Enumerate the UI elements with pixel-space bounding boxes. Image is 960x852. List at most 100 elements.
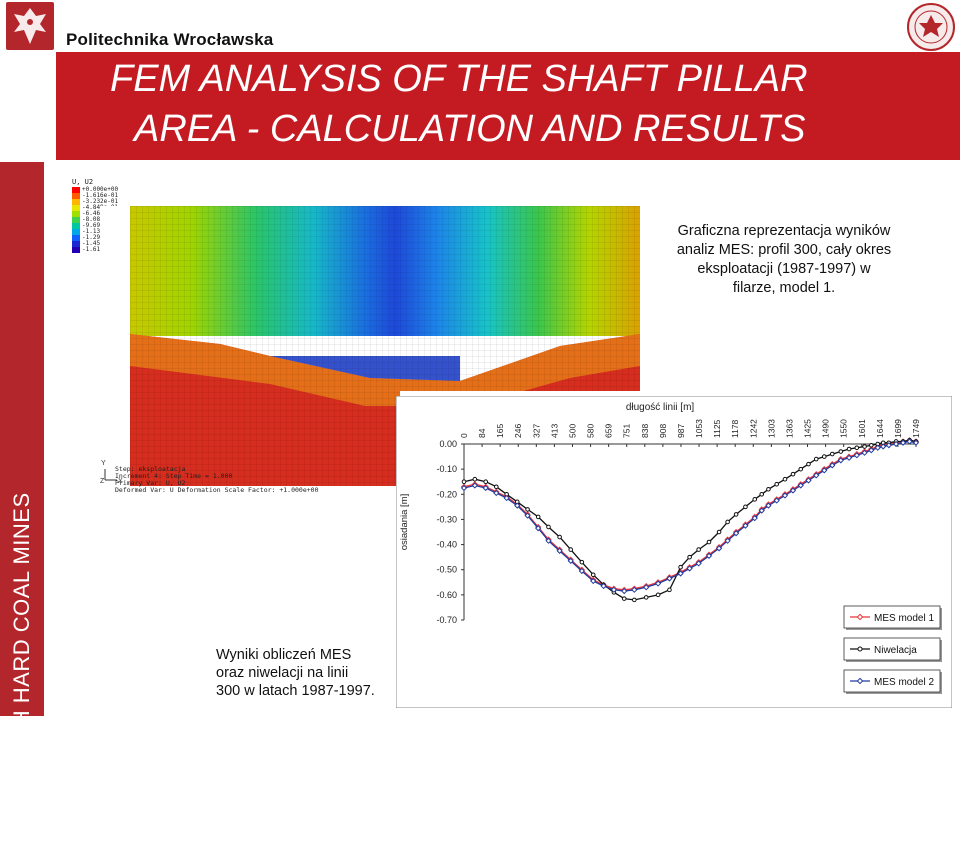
data-point [821,454,827,459]
fem-legend-title: U, U2 [72,178,94,186]
data-point [845,454,853,461]
seal-icon [907,3,955,51]
x-tick-label: 1125 [712,419,722,438]
data-point [759,491,765,497]
caption-line: 300 w latach 1987-1997. [216,683,375,699]
x-tick-label: 908 [658,424,668,438]
data-point [774,481,780,487]
fem-info-line: Primary Var: U, U2 [115,479,186,487]
data-point [654,580,662,587]
fem-info-line: Increment 4: Step Time = 1.000 [115,472,233,480]
legend-marker [857,646,863,652]
legend-label: MES model 1 [874,613,934,624]
fem-legend-swatch [72,241,80,247]
data-point [706,539,712,545]
divider [56,160,960,164]
data-point [579,559,585,565]
data-point [797,482,804,489]
fem-legend-swatch [72,187,80,193]
data-point [494,484,499,490]
fem-legend-row: -1.616e-01 [72,193,118,199]
axis-triad-icon [104,469,117,481]
x-tick-label: 246 [513,424,523,438]
x-tick-label: 413 [549,424,559,438]
y-tick-label: -0.20 [436,489,457,499]
data-point [742,522,749,529]
description-line: eksploatacji (1987-1997) w [697,261,871,277]
side-band: WALBRZYCH HARD COAL MINES [0,162,44,852]
description-line: analiz MES: profil 300, cały okres [676,242,892,258]
data-point [461,479,467,485]
data-point [535,525,542,532]
title-box: FEM ANALYSIS OF THE SHAFT PILLAR AREA - … [56,52,960,162]
data-point [806,461,811,467]
fem-legend-value: -3.232e-01 [82,198,119,205]
legend-label: MES model 2 [874,677,934,688]
x-tick-label: 1490 [821,419,831,438]
title-line-1: FEM ANALYSIS OF THE SHAFT PILLAR [110,58,808,100]
x-axis-label: długość linii [m] [626,402,695,413]
data-point [743,504,748,510]
data-point [621,587,628,595]
x-tick-label: 751 [622,424,632,438]
data-point [813,456,819,462]
x-tick-label: 1242 [748,419,758,438]
fem-legend-value: -1.616e-01 [82,192,119,199]
data-point [610,586,617,593]
data-point [678,564,683,570]
x-tick-label: 165 [495,424,505,438]
data-point [837,457,844,464]
y-axis-label: osiadania [m] [399,494,410,551]
data-point [782,476,788,482]
data-point [546,524,551,530]
x-tick-label: 500 [567,424,577,438]
data-point [695,560,702,567]
data-point [715,545,723,552]
data-point [829,462,836,469]
caption-line: Wyniki obliczeń MES [216,647,352,663]
description-line: Graficzna reprezentacja wyników [677,223,891,239]
x-tick-label: 1053 [694,419,704,438]
data-point [472,476,478,482]
data-point [874,444,881,451]
fem-legend-row: +0.000e+00 [72,187,118,193]
top-bar: Politechnika Wrocławska [0,0,960,58]
data-point [733,530,740,537]
axis-x-label: X [118,478,123,485]
caption: Wyniki obliczeń MES oraz niwelacji na li… [216,646,375,700]
x-tick-label: 987 [676,424,686,438]
x-tick-label: 1178 [730,419,740,438]
x-tick-label: 659 [604,424,614,438]
fem-legend-swatch [72,217,80,223]
fem-info-line: Step: eksploatacja [115,465,186,473]
axis-y-label: Y [101,460,106,467]
data-point [590,577,597,585]
side-label: WALBRZYCH HARD COAL MINES [9,492,34,852]
data-point [556,547,563,554]
y-tick-label: -0.10 [436,464,457,474]
data-point [899,439,907,446]
data-point [766,486,771,492]
data-point [758,507,765,514]
data-point [813,472,820,479]
fem-legend-swatch [72,205,80,211]
y-tick-label: -0.60 [436,590,457,600]
data-point [655,592,661,598]
x-tick-label: 1550 [839,419,849,438]
data-point [892,440,900,448]
data-point [829,451,835,457]
data-point [557,534,562,540]
data-point [525,507,530,512]
x-tick-label: 838 [640,424,650,438]
data-point [686,565,693,572]
data-point [838,449,844,454]
data-point [853,452,860,459]
data-point [912,439,920,446]
data-point [862,444,867,449]
data-point [643,584,650,591]
data-point [493,489,500,497]
legend-label: Niwelacja [874,645,917,656]
x-tick-label: 1303 [766,419,776,438]
data-point [805,477,812,484]
data-point [868,447,875,454]
